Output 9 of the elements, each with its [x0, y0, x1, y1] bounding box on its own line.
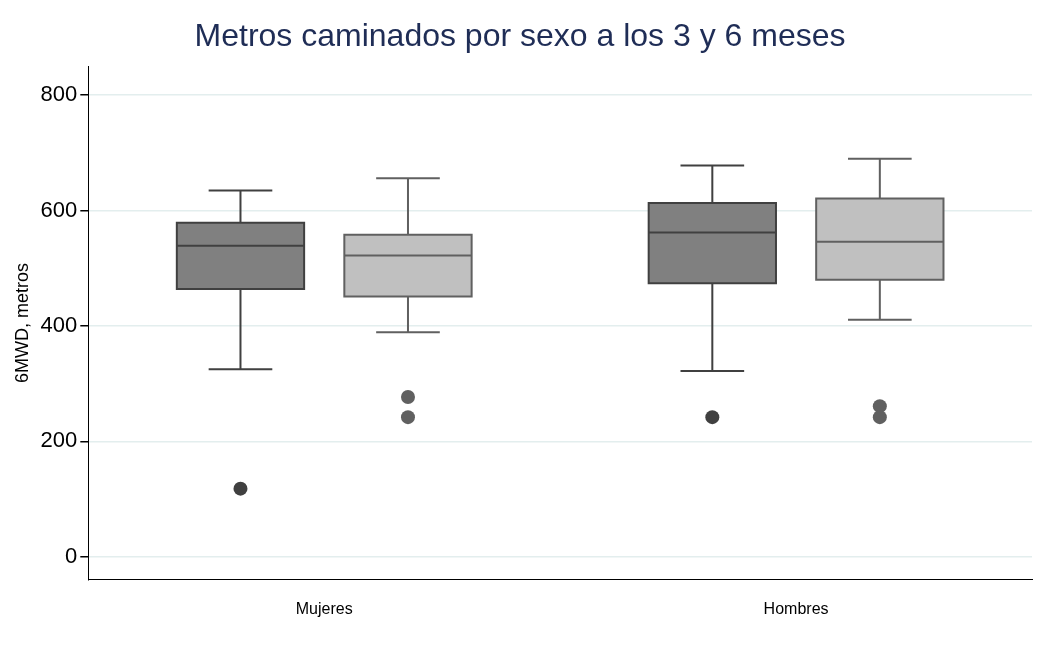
x-tick-label: Hombres: [763, 599, 829, 617]
y-tick-label: 400: [40, 312, 78, 338]
y-tick-label: 200: [40, 427, 78, 453]
y-tick-label: 800: [40, 81, 78, 107]
y-tick-label: 600: [40, 196, 78, 222]
y-tick-label: 0: [65, 542, 78, 568]
y-axis-title: 6MWD, metros: [11, 263, 32, 384]
x-tick-label: Mujeres: [295, 599, 353, 617]
chart-title: Metros caminados por sexo a los 3 y 6 meses: [194, 17, 846, 54]
